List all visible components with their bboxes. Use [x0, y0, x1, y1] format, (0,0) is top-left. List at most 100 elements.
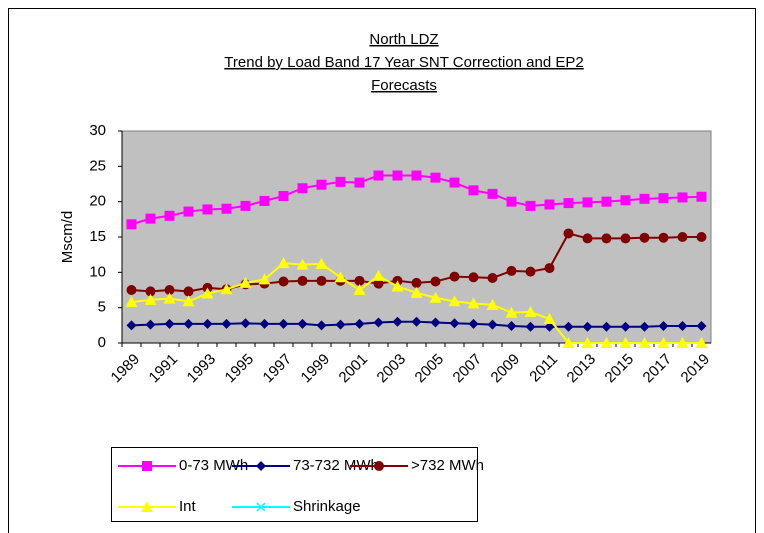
marker — [316, 320, 327, 331]
marker — [449, 318, 460, 329]
marker — [525, 266, 536, 277]
marker — [164, 210, 175, 221]
marker — [373, 170, 384, 181]
marker — [354, 318, 365, 329]
marker — [335, 319, 346, 330]
marker — [259, 318, 270, 329]
marker — [430, 172, 441, 183]
marker — [354, 177, 365, 188]
marker — [619, 337, 632, 348]
marker — [506, 265, 517, 276]
marker — [183, 286, 194, 297]
marker — [335, 176, 346, 187]
marker — [696, 191, 707, 202]
marker — [410, 286, 423, 298]
marker — [163, 292, 176, 304]
marker — [468, 318, 479, 329]
marker — [677, 232, 688, 242]
marker — [125, 296, 138, 308]
marker — [296, 258, 309, 270]
marker — [620, 195, 631, 206]
marker — [506, 196, 517, 207]
legend-label: Int — [179, 498, 197, 515]
marker — [258, 273, 271, 285]
marker — [581, 337, 594, 348]
marker — [582, 197, 593, 208]
marker — [240, 200, 251, 211]
marker — [373, 278, 384, 289]
y-tick-label: 5 — [98, 299, 106, 316]
marker — [164, 285, 175, 295]
marker — [142, 461, 152, 471]
marker — [202, 204, 213, 215]
legend-label: 0-73 MWh — [179, 457, 248, 474]
marker — [449, 271, 460, 282]
marker — [183, 206, 194, 217]
marker — [563, 228, 574, 239]
chart-title: Trend by Load Band 17 Year SNT Correctio… — [224, 54, 583, 71]
marker — [563, 321, 574, 332]
marker — [696, 232, 707, 242]
marker — [505, 306, 518, 318]
marker — [411, 170, 422, 181]
marker — [601, 196, 612, 207]
marker — [221, 203, 232, 214]
marker — [525, 321, 536, 332]
marker — [297, 318, 308, 329]
legend-label: 73-732 MWh — [293, 457, 379, 474]
marker — [639, 321, 650, 332]
marker — [487, 188, 498, 199]
marker — [278, 191, 289, 202]
marker — [278, 318, 289, 329]
marker — [256, 502, 266, 512]
marker — [487, 272, 498, 283]
marker — [297, 183, 308, 194]
y-tick-label: 20 — [89, 193, 106, 210]
y-tick-label: 15 — [89, 228, 106, 245]
marker — [582, 321, 593, 332]
marker — [277, 257, 290, 269]
marker — [240, 318, 251, 329]
marker — [278, 276, 289, 287]
marker — [373, 317, 384, 328]
marker — [239, 276, 252, 288]
marker — [221, 318, 232, 329]
marker — [658, 321, 669, 332]
marker — [506, 321, 517, 332]
marker — [220, 283, 233, 295]
y-axis-label: Mscm/d — [59, 211, 76, 264]
marker — [486, 298, 499, 310]
marker — [429, 291, 442, 303]
y-tick-label: 0 — [98, 334, 106, 351]
marker — [353, 284, 366, 295]
marker — [202, 318, 213, 329]
marker — [544, 321, 555, 332]
marker — [544, 263, 555, 274]
marker — [392, 316, 403, 327]
marker — [164, 318, 175, 329]
marker — [201, 287, 214, 299]
marker — [182, 295, 195, 307]
legend-label: Shrinkage — [293, 498, 361, 515]
marker — [524, 305, 537, 317]
marker — [582, 233, 593, 244]
marker — [677, 321, 688, 332]
marker — [430, 276, 441, 287]
marker — [145, 286, 156, 297]
marker — [374, 461, 384, 471]
marker — [525, 200, 536, 211]
marker — [126, 320, 137, 331]
marker — [562, 337, 575, 348]
marker — [601, 233, 612, 244]
marker — [256, 461, 266, 471]
y-tick-label: 25 — [89, 157, 106, 174]
marker — [658, 232, 669, 243]
marker — [297, 275, 308, 286]
marker — [145, 319, 156, 330]
marker — [468, 272, 479, 283]
marker — [677, 192, 688, 203]
marker — [658, 193, 669, 204]
marker — [543, 312, 556, 324]
marker — [600, 337, 613, 348]
